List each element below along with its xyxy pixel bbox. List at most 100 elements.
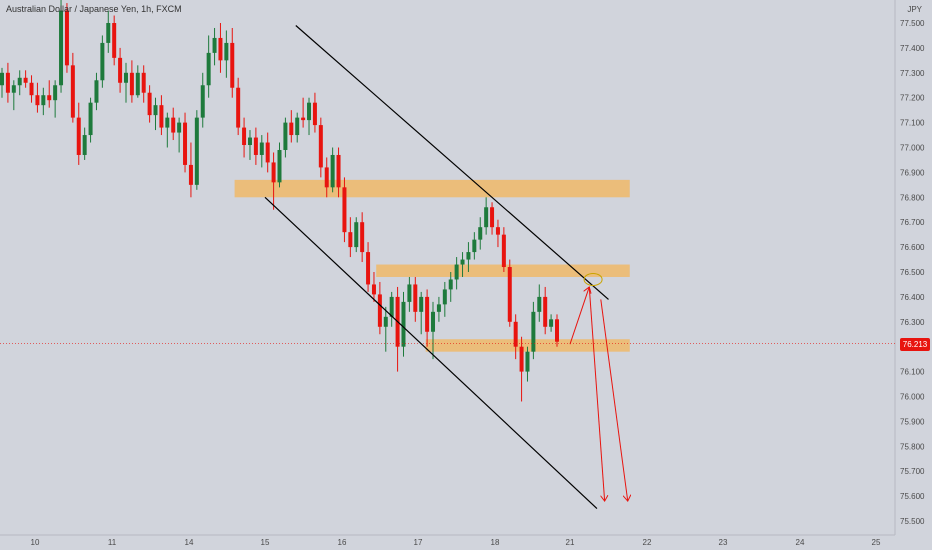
x-axis-tick-label: 23	[719, 538, 728, 547]
candle-body	[147, 92, 152, 116]
candle-body	[76, 117, 81, 155]
candle-body	[342, 187, 347, 233]
candle-body	[301, 117, 306, 121]
candle-body	[431, 311, 436, 332]
candle-body	[123, 72, 128, 83]
y-axis-tick-label: 76.800	[900, 193, 925, 202]
candle-body	[490, 207, 495, 228]
candle-body	[47, 95, 52, 101]
candle-body	[371, 284, 376, 295]
y-axis-tick-label: 76.100	[900, 368, 925, 377]
candle-body	[324, 167, 329, 188]
x-axis-tick-label: 15	[261, 538, 270, 547]
x-axis-tick-label: 21	[566, 538, 575, 547]
candle-body	[271, 162, 276, 183]
candle-body	[53, 85, 58, 101]
candle-body	[41, 95, 46, 106]
candle-body	[100, 42, 105, 81]
candle-body	[242, 127, 247, 146]
candle-body	[106, 23, 111, 43]
candle-body	[330, 154, 335, 188]
y-axis-tick-label: 75.700	[900, 467, 925, 476]
y-axis-tick-label: 75.900	[900, 417, 925, 426]
candle-body	[360, 222, 365, 253]
candle-body	[64, 10, 69, 66]
candle-body	[460, 259, 465, 265]
support-resistance-zone	[234, 179, 630, 198]
candle-body	[153, 105, 158, 116]
y-axis-tick-label: 77.200	[900, 94, 925, 103]
y-axis-tick-label: 77.400	[900, 44, 925, 53]
candle-body	[289, 122, 294, 136]
candle-body	[466, 252, 471, 260]
candle-body	[543, 296, 548, 327]
currency-label: JPY	[907, 5, 922, 14]
candle-body	[194, 117, 199, 185]
candle-body	[159, 105, 164, 128]
candle-body	[171, 117, 176, 133]
x-axis-tick-label: 17	[414, 538, 423, 547]
projection-rise-arrow	[569, 287, 589, 345]
candle-body	[407, 284, 412, 302]
candle-body	[70, 65, 75, 118]
chart-title: Australian Dollar / Japanese Yen, 1h, FX…	[6, 4, 182, 14]
candle-body	[88, 102, 93, 136]
y-axis-tick-label: 77.500	[900, 19, 925, 28]
candle-body	[425, 296, 430, 332]
candle-body	[419, 296, 424, 312]
candle-body	[513, 321, 518, 347]
y-axis-tick-label: 76.000	[900, 393, 925, 402]
candle-body	[277, 149, 282, 183]
candle-body	[135, 72, 140, 96]
candle-body	[59, 10, 64, 86]
candle-body	[295, 117, 300, 136]
y-axis-tick-label: 76.700	[900, 218, 925, 227]
candle-body	[23, 77, 28, 83]
candle-body	[507, 267, 512, 322]
candle-body	[501, 234, 506, 268]
candle-body	[165, 117, 170, 128]
y-axis-tick-label: 77.100	[900, 119, 925, 128]
y-axis-tick-label: 75.800	[900, 442, 925, 451]
projection-drop-arrow	[600, 299, 628, 501]
y-axis-tick-label: 76.600	[900, 243, 925, 252]
candle-body	[183, 122, 188, 165]
candle-body	[206, 52, 211, 86]
candle-body	[401, 301, 406, 347]
candle-body	[82, 135, 87, 155]
candle-body	[212, 37, 217, 53]
support-resistance-zone	[425, 339, 630, 352]
x-axis-tick-label: 10	[31, 538, 40, 547]
candle-body	[224, 42, 229, 61]
y-axis-tick-label: 76.300	[900, 318, 925, 327]
candle-body	[377, 294, 382, 327]
x-axis-tick-label: 25	[872, 538, 881, 547]
candle-body	[259, 142, 264, 155]
y-axis-tick-label: 77.300	[900, 69, 925, 78]
touch-point-marker	[583, 272, 603, 286]
candle-body	[525, 351, 530, 372]
candle-body	[141, 72, 146, 93]
candle-body	[177, 122, 182, 133]
candle-body	[354, 222, 359, 248]
candle-body	[5, 72, 10, 93]
candle-body	[555, 319, 559, 342]
candle-body	[484, 207, 489, 228]
candle-body	[454, 264, 459, 280]
channel-lower-line	[264, 196, 598, 509]
candle-body	[118, 57, 123, 83]
candle-body	[29, 82, 34, 96]
candle-body	[129, 72, 134, 96]
x-axis-tick-label: 11	[108, 538, 117, 547]
candle-body	[413, 284, 418, 312]
candle-body	[17, 77, 22, 86]
candle-body	[230, 42, 235, 88]
y-axis-tick-label: 75.600	[900, 492, 925, 501]
y-axis-tick-label: 76.500	[900, 268, 925, 277]
candle-body	[442, 289, 447, 305]
x-axis-tick-label: 18	[491, 538, 500, 547]
y-axis-tick-label: 75.500	[900, 517, 925, 526]
candle-body	[283, 122, 288, 150]
